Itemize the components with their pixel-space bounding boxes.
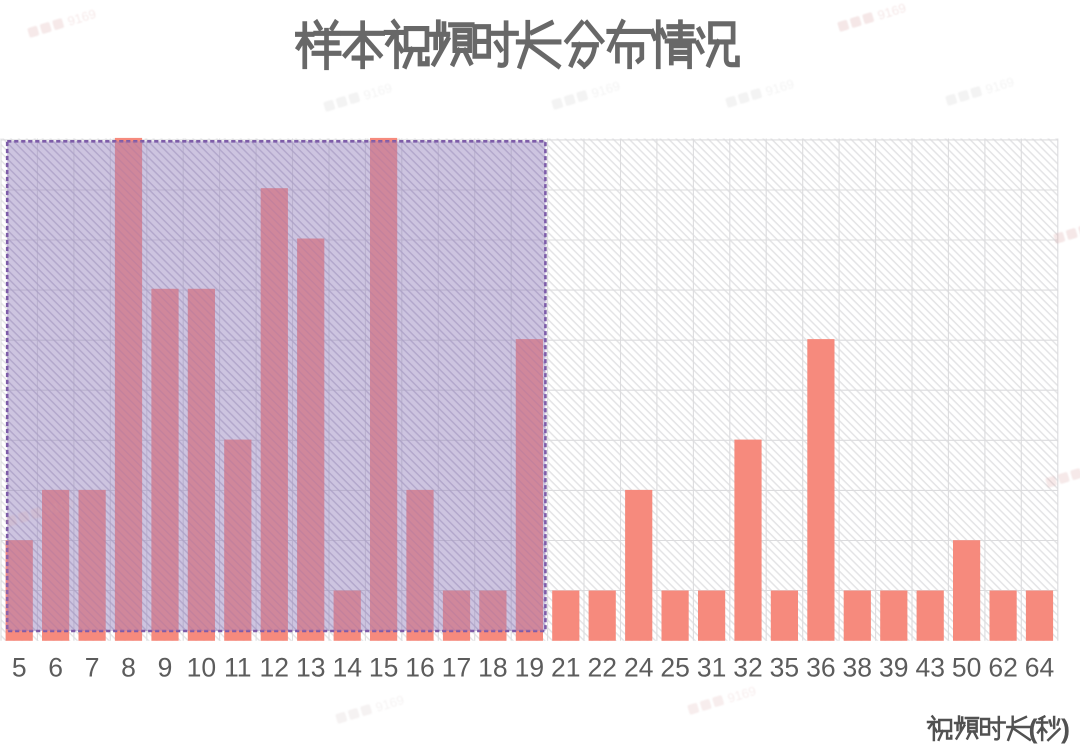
- svg-text:16: 16: [405, 652, 434, 682]
- svg-text:24: 24: [624, 652, 653, 682]
- svg-text:18: 18: [478, 652, 507, 682]
- svg-text:13: 13: [296, 652, 325, 682]
- svg-text:8: 8: [121, 652, 136, 682]
- svg-text:25: 25: [660, 652, 689, 682]
- svg-text:7: 7: [85, 652, 100, 682]
- svg-text:6: 6: [48, 652, 63, 682]
- svg-text:12: 12: [260, 652, 289, 682]
- svg-text:43: 43: [915, 652, 944, 682]
- svg-text:32: 32: [733, 652, 762, 682]
- svg-text:21: 21: [551, 652, 580, 682]
- svg-text:39: 39: [879, 652, 908, 682]
- svg-text:(: (: [1029, 714, 1038, 744]
- svg-text:22: 22: [587, 652, 616, 682]
- svg-text:36: 36: [806, 652, 835, 682]
- svg-text:9: 9: [158, 652, 173, 682]
- svg-text:64: 64: [1025, 652, 1054, 682]
- svg-text:31: 31: [697, 652, 726, 682]
- svg-text:14: 14: [332, 652, 361, 682]
- svg-text:5: 5: [12, 652, 27, 682]
- svg-text:15: 15: [369, 652, 398, 682]
- svg-text:38: 38: [843, 652, 872, 682]
- svg-text:10: 10: [187, 652, 216, 682]
- svg-text:): ): [1061, 714, 1070, 744]
- svg-text:19: 19: [515, 652, 544, 682]
- svg-text:62: 62: [988, 652, 1017, 682]
- svg-text:11: 11: [224, 652, 252, 682]
- svg-text:50: 50: [952, 652, 981, 682]
- svg-text:17: 17: [442, 652, 471, 682]
- svg-text:35: 35: [770, 652, 799, 682]
